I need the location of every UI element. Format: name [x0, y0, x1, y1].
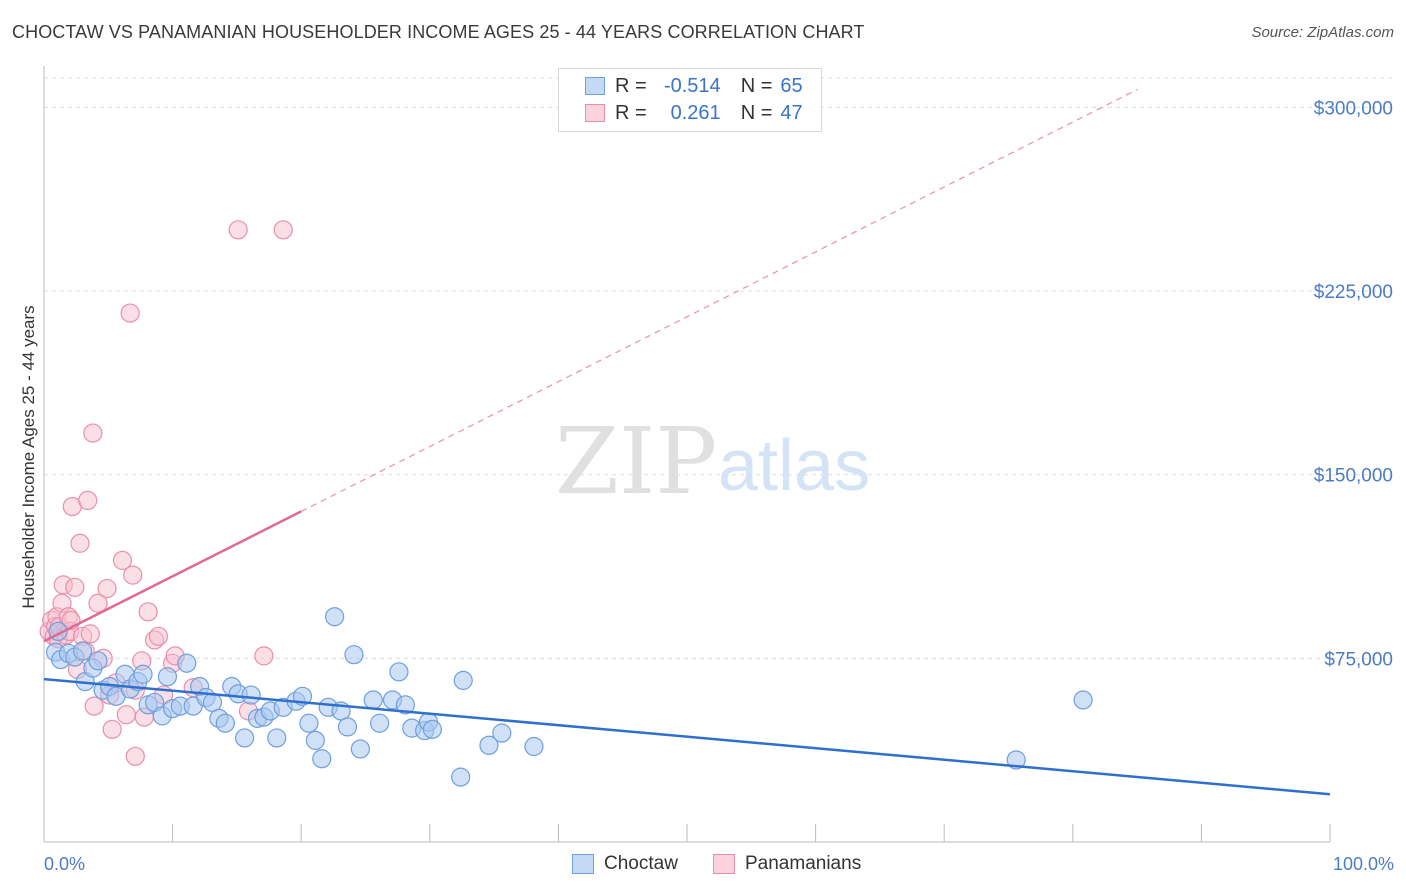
choctaw-point — [88, 651, 108, 671]
x-tick-end: 100.0% — [1333, 854, 1394, 874]
y-axis-label: Householder Income Ages 25 - 44 years — [19, 305, 38, 608]
bottom-panamanian-label: Panamanians — [745, 853, 862, 874]
choctaw-swatch — [585, 77, 605, 95]
choctaw-point — [1073, 690, 1093, 710]
panamanian-point — [273, 220, 293, 240]
panamanian-point — [125, 746, 145, 766]
choctaw-r-label: R = — [615, 74, 647, 97]
panamanian-point — [97, 578, 117, 599]
y-tick-label: $75,000 — [1324, 649, 1393, 670]
bottom-legend-panamanian: Panamanians — [713, 852, 861, 876]
choctaw-point — [422, 719, 442, 739]
panamanian-point — [70, 533, 90, 553]
bottom-choctaw-swatch — [572, 854, 594, 874]
choctaw-point — [202, 692, 223, 713]
choctaw-point — [524, 736, 544, 757]
watermark-atlas: atlas — [718, 426, 870, 506]
panamanian-point — [83, 423, 103, 443]
panamanian-point — [78, 490, 98, 511]
panamanian-swatch — [585, 104, 605, 122]
choctaw-point — [350, 739, 370, 759]
choctaw-points — [45, 607, 1093, 787]
choctaw-point — [72, 641, 93, 661]
choctaw-point — [479, 735, 499, 755]
choctaw-point — [344, 645, 364, 665]
trend-lines — [43, 88, 1331, 796]
choctaw-n-value: 65 — [780, 74, 803, 97]
panamanian-point — [138, 602, 158, 622]
panamanian-point — [65, 577, 85, 597]
panamanian-r-label: R = — [615, 101, 647, 124]
choctaw-point — [235, 728, 255, 748]
panamanian-r-value: 0.261 — [670, 101, 721, 124]
choctaw-point — [312, 749, 332, 769]
choctaw-point — [215, 713, 235, 733]
bottom-legend-choctaw: Choctaw — [572, 852, 678, 876]
source-label: Source: ZipAtlas.com — [1251, 24, 1394, 41]
choctaw-point — [492, 723, 512, 743]
choctaw-point — [337, 717, 358, 737]
choctaw-point — [370, 713, 390, 733]
panamanian-point — [112, 550, 133, 570]
panamanian-trend-line — [43, 510, 302, 643]
gridlines — [44, 77, 1394, 659]
panamanian-point — [116, 705, 136, 725]
choctaw-point — [453, 670, 473, 690]
choctaw-point — [363, 690, 383, 710]
y-tick-labels: $75,000 $150,000 $225,000 $300,000 — [1314, 98, 1393, 670]
panamanian-point — [84, 696, 104, 716]
y-tick-label: $225,000 — [1314, 282, 1393, 303]
choctaw-point — [177, 653, 197, 673]
choctaw-point — [299, 713, 319, 733]
stats-legend: R = -0.514 N = 65 R = 0.261 N = 47 — [558, 68, 822, 132]
legend-row-panamanian: R = 0.261 N = 47 — [585, 100, 803, 126]
bottom-choctaw-label: Choctaw — [604, 853, 678, 874]
choctaw-point — [395, 695, 415, 715]
panamanian-point — [88, 593, 108, 613]
choctaw-point — [1006, 750, 1026, 770]
choctaw-point — [267, 728, 287, 748]
choctaw-n-label: N = — [740, 74, 773, 97]
panamanian-trend-extension — [300, 88, 1138, 512]
choctaw-point — [305, 730, 325, 750]
choctaw-point — [389, 662, 409, 682]
panamanian-n-label: N = — [740, 101, 773, 124]
chart-title: CHOCTAW VS PANAMANIAN HOUSEHOLDER INCOME… — [12, 22, 865, 42]
legend-row-choctaw: R = -0.514 N = 65 — [585, 73, 803, 99]
axes — [43, 66, 1331, 843]
choctaw-point — [157, 667, 178, 687]
panamanian-point — [102, 719, 122, 739]
bottom-panamanian-swatch — [713, 854, 735, 874]
panamanian-point — [80, 624, 100, 644]
panamanian-point — [254, 646, 274, 666]
y-tick-label: $300,000 — [1314, 98, 1393, 119]
choctaw-point — [133, 664, 153, 684]
choctaw-r-value: -0.514 — [663, 74, 721, 97]
choctaw-trend-line — [43, 677, 1331, 796]
y-tick-label: $150,000 — [1314, 466, 1393, 487]
choctaw-point — [325, 607, 345, 627]
panamanian-point — [120, 303, 140, 323]
panamanian-point — [123, 565, 143, 585]
watermark-zip: ZIP — [555, 408, 717, 515]
choctaw-point — [451, 767, 471, 787]
choctaw-point — [241, 685, 261, 705]
x-tick-start: 0.0% — [44, 854, 85, 874]
panamanian-point — [228, 220, 248, 240]
panamanian-point — [148, 626, 169, 646]
panamanian-n-value: 47 — [780, 101, 803, 124]
